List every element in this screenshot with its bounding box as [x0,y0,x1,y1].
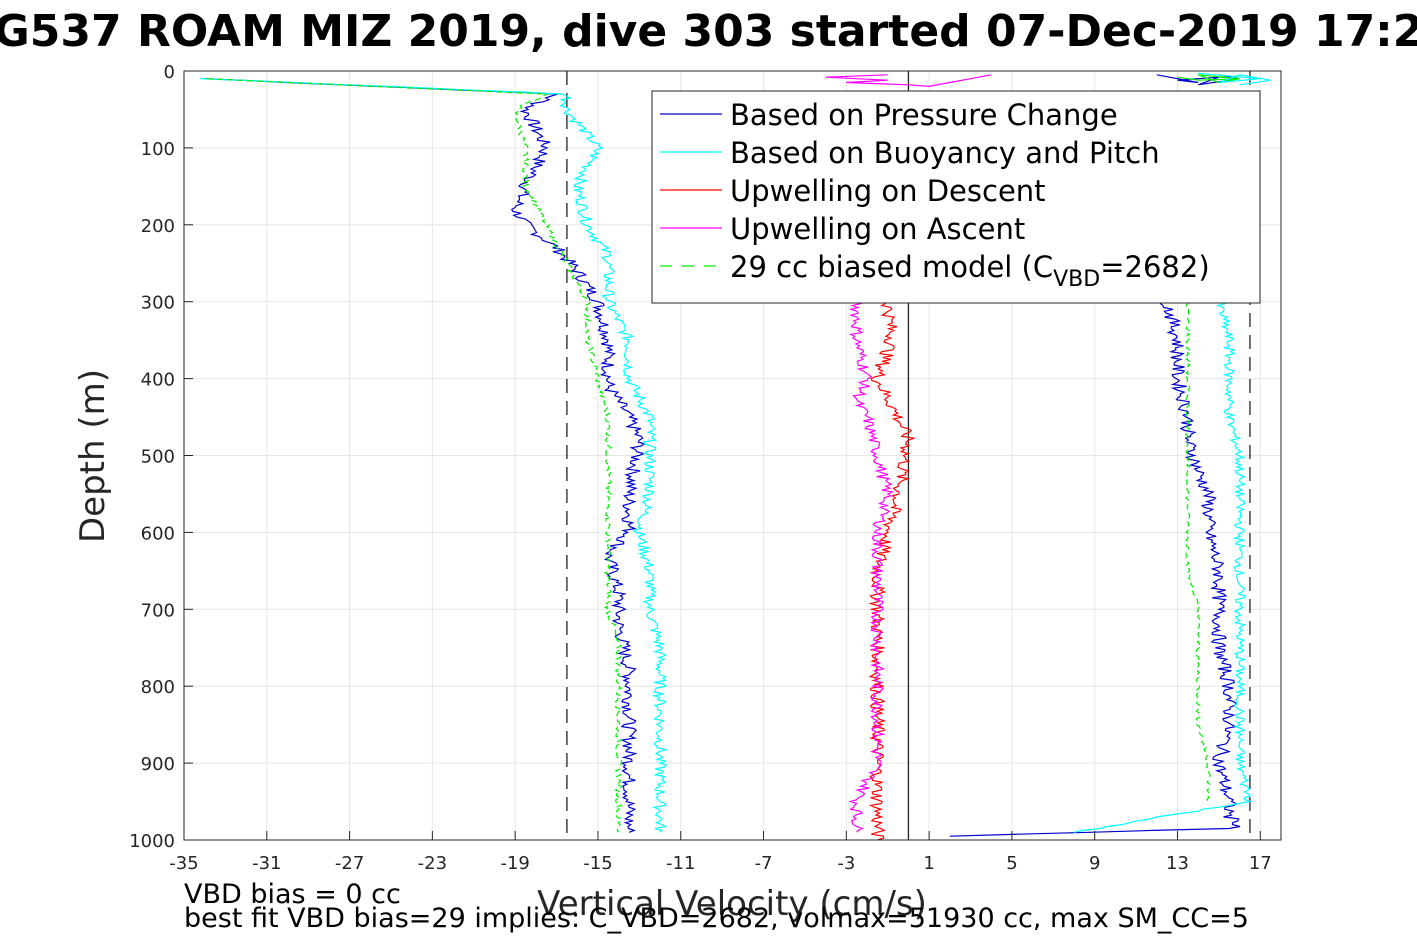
y-tick-label: 600 [141,523,175,544]
legend-label: Upwelling on Descent [730,174,1046,208]
x-tick-label: 9 [1089,853,1100,874]
x-tick-label: -31 [252,853,281,874]
legend-label-main: Based on Buoyancy and Pitch [730,136,1160,170]
legend-label-main: Upwelling on Descent [730,174,1046,208]
y-axis-label: Depth (m) [73,369,113,543]
x-tick-label: 17 [1249,853,1272,874]
x-axis-label: Vertical Velocity (cm/s) [537,884,927,924]
series-line [204,78,646,833]
y-tick-label: 300 [141,293,175,314]
x-tick-label: 5 [1006,853,1017,874]
series-line [848,301,895,833]
legend-label-tail: =2682) [1100,250,1209,284]
footer-vbd-bias: VBD bias = 0 cc [184,879,401,910]
legend-label-main: Based on Pressure Change [730,98,1118,132]
y-tick-label: 900 [141,754,175,775]
x-tick-label: -15 [583,853,612,874]
x-tick-label: 13 [1166,853,1189,874]
series-line [1184,301,1211,802]
legend-label-subscript: VBD [1053,267,1100,292]
x-tick-label: -11 [666,853,695,874]
series-line [949,301,1241,837]
legend: Based on Pressure Change Based on Buoyanc… [651,90,1261,304]
y-tick-label: 1000 [129,831,175,852]
legend-label: Based on Pressure Change [730,98,1118,132]
series-line [206,78,623,833]
y-tick-label: 500 [141,447,175,468]
y-tick-label: 0 [164,62,175,83]
y-tick-label: 800 [141,677,175,698]
y-tick-label: 700 [141,600,175,621]
y-tick-label: 400 [141,370,175,391]
series-line [1073,301,1253,833]
legend-box [651,90,1261,304]
series-line [199,78,669,833]
legend-label: Upwelling on Ascent [730,212,1025,246]
legend-label-main: Upwelling on Ascent [730,212,1025,246]
x-tick-label: -7 [755,853,773,874]
x-axis-ticks: -35 -31 -27 -23 -19 -15 -11 -7 -3 1 5 9 13 17 [169,831,1272,874]
x-tick-label: -23 [418,853,447,874]
legend-label: Based on Buoyancy and Pitch [730,136,1160,170]
legend-label-main: 29 cc biased model (C [730,250,1053,284]
footer-best-fit: best fit VBD bias=29 implies: C_VBD=2682… [184,903,1249,934]
x-tick-label: 1 [923,853,934,874]
surface-excursion-line [1198,72,1271,86]
y-tick-label: 200 [141,216,175,237]
y-tick-label: 100 [141,139,175,160]
x-tick-label: -35 [169,853,198,874]
chart-title: SG537 ROAM MIZ 2019, dive 303 started 07… [0,6,1417,57]
legend-label: 29 cc biased model (CVBD=2682) [730,250,1210,292]
surface-excursion-line [825,74,992,88]
x-tick-label: -19 [500,853,529,874]
x-tick-label: -3 [837,853,855,874]
y-axis-ticks: 0 100 200 300 400 500 600 700 800 900 1000 [129,62,193,852]
x-tick-label: -27 [335,853,364,874]
data-series [199,72,1271,841]
